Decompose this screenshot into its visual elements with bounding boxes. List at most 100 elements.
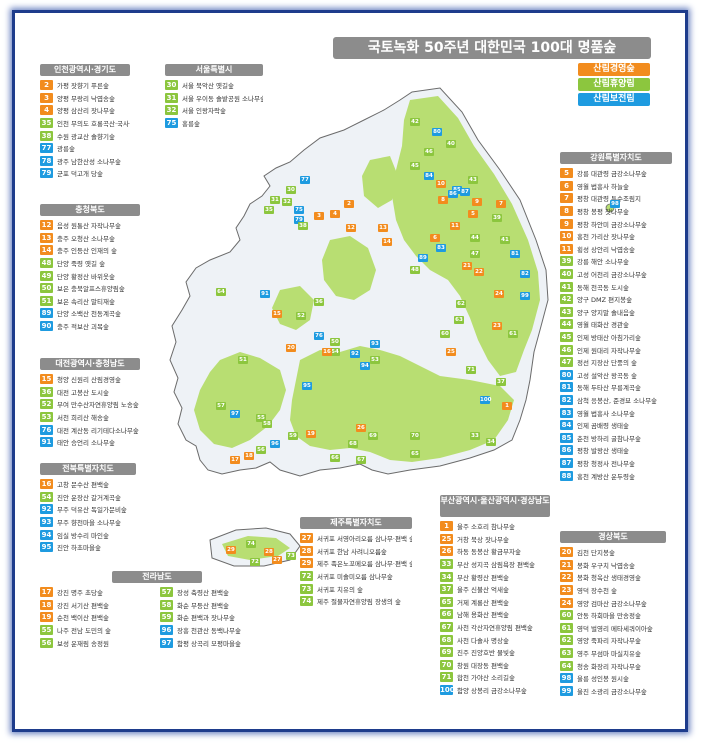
- map-marker-31[interactable]: 31: [270, 196, 280, 204]
- map-marker-28[interactable]: 28: [264, 548, 274, 556]
- map-marker-57[interactable]: 57: [216, 402, 226, 410]
- forest-number-badge: 43: [560, 306, 573, 317]
- map-marker-56[interactable]: 56: [256, 446, 266, 454]
- map-marker-60[interactable]: 60: [440, 330, 450, 338]
- map-marker-63[interactable]: 63: [454, 316, 464, 324]
- map-marker-40[interactable]: 40: [446, 140, 456, 148]
- map-marker-95[interactable]: 95: [302, 382, 312, 390]
- map-marker-86[interactable]: 86: [448, 190, 458, 198]
- map-marker-52[interactable]: 52: [296, 312, 306, 320]
- map-marker-98[interactable]: 98: [610, 200, 620, 208]
- map-marker-54[interactable]: 54: [330, 348, 340, 356]
- map-marker-76[interactable]: 76: [314, 332, 324, 340]
- map-marker-61[interactable]: 61: [508, 330, 518, 338]
- map-marker-82[interactable]: 82: [520, 270, 530, 278]
- map-marker-50[interactable]: 50: [330, 338, 340, 346]
- map-marker-42[interactable]: 42: [410, 118, 420, 126]
- map-marker-39[interactable]: 39: [492, 214, 502, 222]
- map-marker-33[interactable]: 33: [470, 432, 480, 440]
- map-marker-94[interactable]: 94: [360, 362, 370, 370]
- map-marker-7[interactable]: 7: [496, 200, 506, 208]
- map-marker-34[interactable]: 34: [486, 438, 496, 446]
- map-marker-46[interactable]: 46: [424, 148, 434, 156]
- map-marker-22[interactable]: 22: [474, 268, 484, 276]
- map-marker-26[interactable]: 26: [356, 424, 366, 432]
- map-marker-19[interactable]: 19: [306, 430, 316, 438]
- map-marker-65[interactable]: 65: [410, 450, 420, 458]
- map-marker-79[interactable]: 79: [294, 216, 304, 224]
- map-marker-24[interactable]: 24: [494, 290, 504, 298]
- map-marker-100[interactable]: 100: [480, 396, 492, 404]
- map-marker-18[interactable]: 18: [244, 452, 254, 460]
- map-marker-38[interactable]: 38: [298, 222, 308, 230]
- map-marker-83[interactable]: 83: [436, 244, 446, 252]
- map-marker-84[interactable]: 84: [424, 172, 434, 180]
- forest-name: 봉화 청옥산 생태경영숲: [577, 574, 641, 583]
- map-marker-29[interactable]: 29: [226, 546, 236, 554]
- map-marker-41[interactable]: 41: [500, 236, 510, 244]
- map-marker-93[interactable]: 93: [370, 340, 380, 348]
- map-marker-21[interactable]: 21: [462, 262, 472, 270]
- map-marker-44[interactable]: 44: [470, 234, 480, 242]
- map-marker-25[interactable]: 25: [446, 348, 456, 356]
- map-marker-36[interactable]: 36: [314, 298, 324, 306]
- map-marker-37[interactable]: 37: [496, 378, 506, 386]
- map-marker-92[interactable]: 92: [350, 350, 360, 358]
- map-marker-71[interactable]: 71: [466, 366, 476, 374]
- map-marker-30[interactable]: 30: [286, 186, 296, 194]
- map-marker-66[interactable]: 66: [330, 454, 340, 462]
- map-marker-91[interactable]: 91: [260, 290, 270, 298]
- map-marker-10[interactable]: 10: [436, 180, 446, 188]
- map-marker-58[interactable]: 58: [262, 420, 272, 428]
- map-marker-35[interactable]: 35: [264, 206, 274, 214]
- map-marker-53[interactable]: 53: [370, 356, 380, 364]
- map-marker-68[interactable]: 68: [348, 440, 358, 448]
- map-marker-1[interactable]: 1: [502, 402, 512, 410]
- map-marker-62[interactable]: 62: [456, 300, 466, 308]
- map-marker-48[interactable]: 48: [410, 266, 420, 274]
- map-marker-23[interactable]: 23: [492, 322, 502, 330]
- map-marker-89[interactable]: 89: [418, 254, 428, 262]
- map-marker-72[interactable]: 72: [250, 558, 260, 566]
- map-marker-45[interactable]: 45: [410, 162, 420, 170]
- map-marker-80[interactable]: 80: [432, 128, 442, 136]
- map-marker-20[interactable]: 20: [286, 344, 296, 352]
- map-marker-9[interactable]: 9: [472, 198, 482, 206]
- map-marker-32[interactable]: 32: [282, 198, 292, 206]
- map-marker-69[interactable]: 69: [368, 432, 378, 440]
- map-marker-17[interactable]: 17: [230, 456, 240, 464]
- map-marker-8[interactable]: 8: [438, 196, 448, 204]
- map-marker-12[interactable]: 12: [346, 224, 356, 232]
- map-marker-5[interactable]: 5: [468, 210, 478, 218]
- map-marker-6[interactable]: 6: [430, 234, 440, 242]
- map-marker-15[interactable]: 15: [272, 310, 282, 318]
- map-marker-87[interactable]: 87: [460, 188, 470, 196]
- map-marker-81[interactable]: 81: [510, 250, 520, 258]
- map-marker-74[interactable]: 74: [246, 540, 256, 548]
- map-marker-67[interactable]: 67: [356, 456, 366, 464]
- map-marker-55[interactable]: 55: [256, 414, 266, 422]
- map-marker-96[interactable]: 96: [270, 440, 280, 448]
- map-marker-43[interactable]: 43: [468, 176, 478, 184]
- map-marker-75[interactable]: 75: [294, 206, 304, 214]
- map-marker-4[interactable]: 4: [330, 210, 340, 218]
- forest-name: 고창 문수산 편백숲: [57, 481, 109, 490]
- map-marker-47[interactable]: 47: [470, 250, 480, 258]
- map-marker-2[interactable]: 2: [344, 200, 354, 208]
- map-marker-27[interactable]: 27: [272, 556, 282, 564]
- map-marker-16[interactable]: 16: [322, 348, 332, 356]
- map-marker-14[interactable]: 14: [382, 238, 392, 246]
- forest-number-badge: 24: [560, 597, 573, 608]
- map-marker-3[interactable]: 3: [314, 212, 324, 220]
- map-marker-13[interactable]: 13: [378, 224, 388, 232]
- map-marker-77[interactable]: 77: [300, 176, 310, 184]
- map-marker-97[interactable]: 97: [230, 410, 240, 418]
- map-marker-64[interactable]: 64: [216, 288, 226, 296]
- map-marker-70[interactable]: 70: [410, 432, 420, 440]
- map-marker-11[interactable]: 11: [450, 222, 460, 230]
- map-marker-99[interactable]: 99: [520, 292, 530, 300]
- map-marker-51[interactable]: 51: [238, 356, 248, 364]
- map-marker-59[interactable]: 59: [288, 432, 298, 440]
- forest-number-badge: 99: [560, 685, 573, 696]
- map-marker-73[interactable]: 73: [286, 552, 296, 560]
